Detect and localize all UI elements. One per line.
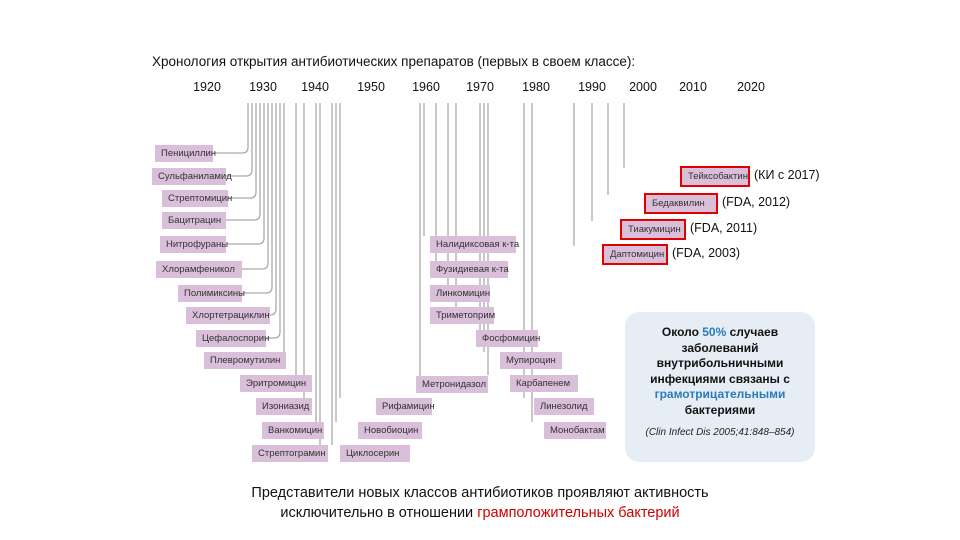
drug-label: Мупироцин [500, 352, 562, 369]
drug-label: Циклосерин [340, 445, 410, 462]
drug-label: Цефалоспорин [196, 330, 269, 347]
approval-note: (КИ с 2017) [754, 168, 820, 182]
connector-7 [269, 103, 277, 316]
connector-4 [226, 103, 265, 245]
year-label-1920: 1920 [193, 80, 221, 94]
drug-label: Нитрофураны [160, 236, 228, 253]
bottom-caption: Представители новых классов антибиотиков… [0, 483, 960, 523]
drug-label: Фузидиевая к-та [430, 261, 509, 278]
connector-6 [242, 103, 273, 294]
approval-note: (FDA, 2011) [690, 221, 758, 235]
caption-line-1: Представители новых классов антибиотиков… [251, 485, 709, 501]
drug-label: Тейксобактин [680, 166, 750, 187]
drug-label: Плевромутилин [204, 352, 286, 369]
approval-note: (FDA, 2012) [722, 195, 791, 209]
drug-label: Хлорамфеникол [156, 261, 242, 278]
drug-label: Сульфаниламид [152, 168, 232, 185]
drug-label: Ванкомицин [262, 422, 324, 439]
connector-8 [266, 103, 281, 339]
drug-label: Стрептомицин [162, 190, 232, 207]
year-label-1980: 1980 [522, 80, 550, 94]
year-label-2000: 2000 [629, 80, 657, 94]
info-box-text: Около 50% случаев заболеваний внутриболь… [650, 325, 790, 417]
drug-label: Тиакумицин [620, 219, 686, 240]
year-label-2020: 2020 [737, 80, 765, 94]
drug-label: Эритромицин [240, 375, 312, 392]
year-label-1950: 1950 [357, 80, 385, 94]
drug-label: Налидиксовая к-та [430, 236, 519, 253]
drug-label: Новобиоцин [358, 422, 422, 439]
info-percent: 50% [702, 325, 727, 339]
year-label-1970: 1970 [466, 80, 494, 94]
info-accent: грамотрицательными [654, 387, 786, 401]
drug-label: Стрептограмин [252, 445, 328, 462]
year-label-1990: 1990 [578, 80, 606, 94]
drug-label: Пенициллин [155, 145, 216, 162]
connector-3 [226, 103, 261, 221]
drug-label: Изониазид [256, 398, 312, 415]
drug-label: Бацитрацин [162, 212, 226, 229]
drug-label: Даптомицин [602, 244, 668, 265]
drug-label: Фосфомицин [476, 330, 540, 347]
caption-line-2: исключительно в отношении грамположитель… [280, 505, 680, 521]
timeline-title: Хронология открытия антибиотических преп… [152, 54, 636, 69]
year-label-1940: 1940 [301, 80, 329, 94]
info-box: Около 50% случаев заболеваний внутриболь… [625, 312, 815, 462]
drug-label: Триметоприм [430, 307, 495, 324]
year-label-1930: 1930 [249, 80, 277, 94]
connector-0 [213, 103, 249, 154]
year-label-1960: 1960 [412, 80, 440, 94]
drug-label: Линкомицин [430, 285, 490, 302]
year-label-2010: 2010 [679, 80, 707, 94]
caption-red-text: грамположительных бактерий [477, 505, 680, 521]
citation: (Clin Infect Dis 2005;41:848–854) [645, 427, 795, 438]
connector-5 [242, 103, 269, 270]
drug-label: Карбапенем [510, 375, 578, 392]
drug-label: Линезолид [534, 398, 594, 415]
connector-1 [226, 103, 253, 177]
drug-label: Хлортетрациклин [186, 307, 270, 324]
drug-label: Бедаквилин [644, 193, 718, 214]
drug-label: Полимиксины [178, 285, 245, 302]
connector-2 [228, 103, 257, 199]
drug-label: Метронидазол [416, 376, 488, 393]
drug-label: Рифамицин [376, 398, 435, 415]
approval-note: (FDA, 2003) [672, 246, 741, 260]
drug-label: Монобактам [544, 422, 606, 439]
